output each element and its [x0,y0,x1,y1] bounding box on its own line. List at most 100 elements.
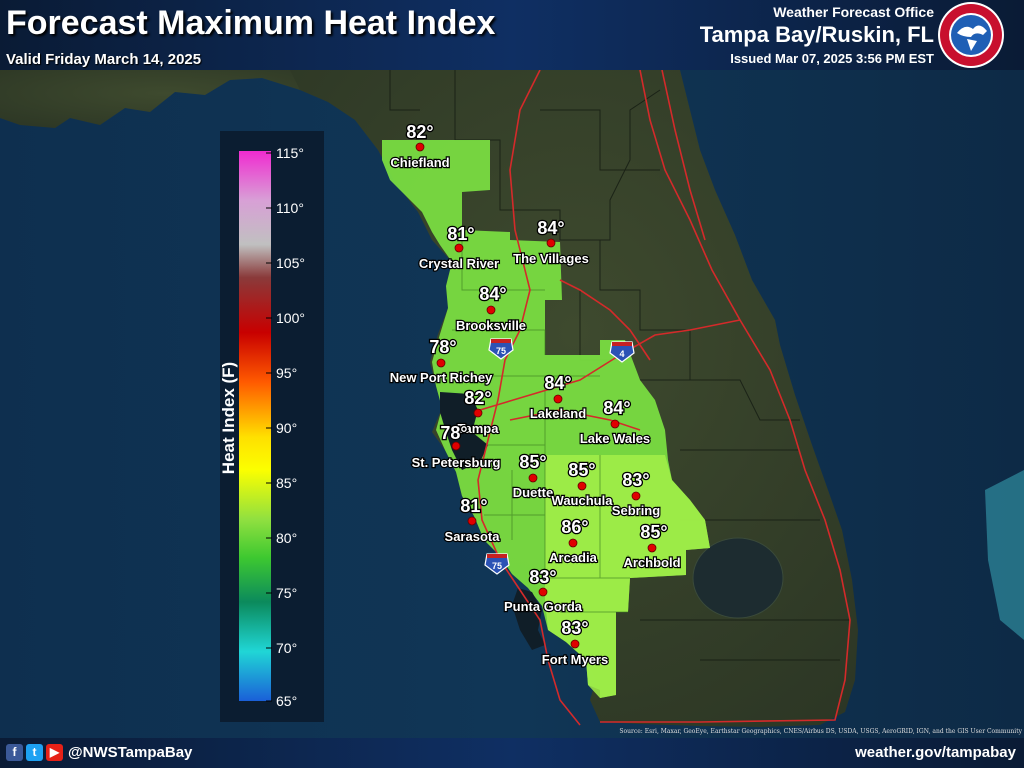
city-value: 84° [603,398,630,418]
city-name: Duette [513,485,553,500]
city-name: Archbold [623,555,680,570]
legend-tick-110: 110° [276,200,304,216]
city-name: Punta Gorda [504,599,583,614]
city-the-villages: 84° The Villages [512,217,590,268]
city-name: Lakeland [530,406,586,421]
office-label: Weather Forecast Office [773,4,934,20]
city-fort-myers: 83° Fort Myers [541,617,610,669]
issued-time: Issued Mar 07, 2025 3:56 PM EST [730,51,934,66]
city-name: Arcadia [549,550,597,565]
city-marker [467,516,477,526]
office-name: Tampa Bay/Ruskin, FL [699,22,934,47]
forecast-zone-light [545,455,710,698]
city-name: The Villages [513,251,589,266]
i4-number: 4 [619,349,624,359]
charlotte-harbor [512,588,545,650]
social-handle[interactable]: @NWSTampaBay [68,744,193,761]
highways [477,69,851,726]
city-name: Sarasota [445,529,501,544]
city-name: Crystal River [419,256,499,271]
city-name: New Port Richey [390,370,493,385]
city-name: St. Petersburg [412,455,501,470]
source-attribution: Source: Esri, Maxar, GeoEye, Earthstar G… [619,728,1022,735]
legend-tick-115: 115° [276,145,304,161]
city-name: Chiefland [390,155,449,170]
city-marker [553,394,563,404]
panhandle-land [0,70,330,128]
i75-north-number: 75 [496,346,506,356]
city-marker [610,419,620,429]
city-value: 84° [479,284,506,304]
i75-south-number: 75 [492,561,502,571]
city-name: Fort Myers [542,652,608,667]
city-value: 81° [447,224,474,244]
city-value: 85° [640,522,667,542]
city-marker [538,587,548,597]
footer-bar: f t ▶ @NWSTampaBay weather.gov/tampabay [0,738,1024,768]
legend-title: Heat Index (F) [219,362,238,474]
legend-ticks [266,152,272,702]
city-name: Sebring [612,503,660,518]
city-labels: 82° Chiefland 81° Crystal River 84° The … [389,121,682,669]
city-marker [451,441,461,451]
legend-labels: 115° 110° 105° 100° 95° 90° 85° 80° 75° … [276,145,305,709]
city-brooksville: 84° Brooksville [455,283,527,335]
zone-county-lines [452,230,630,613]
city-marker [631,491,641,501]
header-bar: Forecast Maximum Heat Index Valid Friday… [0,0,1024,70]
city-sebring: 83° Sebring [611,469,662,520]
city-marker [577,481,587,491]
twitter-icon[interactable]: t [26,744,43,761]
legend-tick-90: 90° [276,420,297,436]
city-marker [454,243,464,253]
city-value: 84° [537,218,564,238]
city-marker [473,408,483,418]
city-tampa: 82° Tampa [456,387,500,438]
city-chiefland: 82° Chiefland [389,121,451,171]
city-arcadia: 86° Arcadia [548,516,599,567]
youtube-icon[interactable]: ▶ [46,744,63,761]
city-lake-wales: 84° Lake Wales [579,397,652,448]
city-marker [528,473,538,483]
legend-tick-95: 95° [276,365,297,381]
city-value: 85° [568,460,595,480]
legend-tick-85: 85° [276,475,297,491]
city-name: Lake Wales [580,431,650,446]
city-sarasota: 81° Sarasota [443,495,501,546]
city-name: Wauchula [552,493,614,508]
city-marker [568,538,578,548]
legend-panel [220,131,324,722]
nws-logo [938,2,1004,68]
city-value: 83° [622,470,649,490]
bahamas-shallows [985,470,1024,640]
city-lakeland: 84° Lakeland [529,372,588,423]
city-marker [647,543,657,553]
page-title: Forecast Maximum Heat Index [6,4,496,42]
city-marker [570,639,580,649]
city-archbold: 85° Archbold [622,521,682,572]
city-value: 82° [464,388,491,408]
city-value: 82° [406,122,433,142]
city-duette: 85° Duette [512,451,555,502]
city-name: Brooksville [456,318,526,333]
city-value: 78° [440,423,467,443]
website-link[interactable]: weather.gov/tampabay [855,744,1016,761]
city-name: Tampa [458,421,500,436]
city-marker [436,358,446,368]
legend-tick-105: 105° [276,255,305,271]
social-icons: f t ▶ [6,744,63,762]
city-value: 83° [561,618,588,638]
i4-shield: 4 [609,341,635,363]
city-value: 78° [429,337,456,357]
city-value: 84° [544,373,571,393]
i75-north-shield: 75 [488,338,514,360]
city-marker [415,142,425,152]
city-value: 83° [529,567,556,587]
city-marker [486,305,496,315]
city-value: 81° [460,496,487,516]
city-punta-gorda: 83° Punta Gorda [503,566,584,616]
city-value: 85° [519,452,546,472]
legend-tick-80: 80° [276,530,297,546]
facebook-icon[interactable]: f [6,744,23,761]
